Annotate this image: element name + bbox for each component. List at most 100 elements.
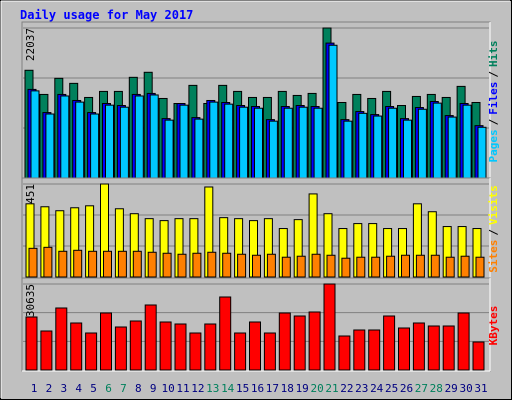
legend-entry: Pages	[487, 129, 500, 162]
bar	[427, 325, 440, 371]
bar	[75, 101, 85, 179]
x-tick-label: 8	[135, 382, 142, 395]
bar	[341, 257, 351, 278]
legend-entry: Files	[487, 82, 500, 115]
bar	[117, 250, 127, 278]
bar	[447, 116, 457, 179]
bar	[430, 254, 440, 278]
x-tick-label: 24	[370, 382, 384, 395]
x-tick-label: 4	[75, 382, 82, 395]
x-tick-label: 11	[176, 382, 189, 395]
bar	[308, 311, 321, 371]
chart-title: Daily usage for May 2017	[20, 8, 193, 22]
bar	[278, 312, 291, 371]
bar	[472, 341, 485, 371]
bar	[432, 102, 442, 179]
bar	[60, 95, 70, 179]
x-tick-label: 16	[251, 382, 264, 395]
bar	[174, 323, 187, 371]
bar	[457, 312, 470, 371]
legend-separator: /	[487, 118, 500, 125]
bar	[268, 120, 278, 179]
bar	[281, 256, 291, 278]
bar	[266, 253, 276, 278]
bar	[298, 106, 308, 179]
bar	[179, 104, 189, 179]
bar	[283, 107, 293, 179]
bar	[252, 254, 261, 278]
bar	[254, 107, 263, 179]
legend: Sites / Visits	[487, 185, 500, 273]
bar	[371, 256, 381, 278]
y-tick-label: 22037	[24, 28, 37, 61]
x-tick-label: 13	[206, 382, 219, 395]
x-tick-label: 12	[191, 382, 204, 395]
bar	[462, 104, 472, 179]
x-tick-label: 1	[31, 382, 38, 395]
y-tick-label: 330635	[24, 284, 37, 324]
x-tick-label: 9	[150, 382, 157, 395]
bar	[415, 254, 425, 278]
bar	[58, 250, 68, 278]
bar	[162, 252, 172, 278]
legend-separator: /	[487, 229, 500, 236]
bar	[30, 90, 40, 179]
x-tick-label: 29	[445, 382, 458, 395]
bar	[149, 94, 159, 179]
x-tick-label: 14	[221, 382, 235, 395]
bar	[55, 307, 68, 371]
bar	[25, 316, 38, 371]
bar	[147, 251, 157, 278]
x-tick-label: 6	[105, 382, 112, 395]
bar	[368, 329, 381, 371]
bar	[323, 283, 336, 371]
bar	[460, 255, 470, 278]
x-tick-label: 31	[474, 382, 487, 395]
bar	[189, 332, 202, 371]
bar	[159, 321, 172, 371]
bar	[105, 104, 114, 179]
bar	[326, 254, 336, 278]
bar	[373, 115, 383, 179]
bar	[237, 253, 247, 278]
bar	[209, 101, 219, 179]
bar	[239, 106, 249, 179]
x-tick-label: 22	[340, 382, 353, 395]
bar	[204, 323, 217, 371]
bar	[164, 119, 174, 179]
x-tick-label: 26	[400, 382, 413, 395]
bar	[90, 113, 100, 179]
x-tick-label: 30	[459, 382, 472, 395]
bar	[88, 250, 98, 278]
bar	[388, 107, 398, 179]
bar	[192, 252, 202, 278]
bar	[383, 315, 396, 371]
bar	[398, 327, 410, 371]
bar	[224, 103, 234, 179]
bar	[100, 312, 112, 371]
bar	[358, 112, 368, 179]
bar	[177, 253, 187, 278]
legend-entry: Sites	[487, 240, 500, 273]
x-tick-label: 7	[120, 382, 127, 395]
bar	[45, 113, 55, 179]
x-tick-label: 20	[310, 382, 323, 395]
bar	[219, 296, 232, 371]
bar	[194, 118, 204, 179]
bar	[296, 255, 306, 278]
bar	[353, 329, 366, 371]
bar	[132, 250, 142, 278]
bar	[103, 250, 112, 278]
bar	[328, 44, 338, 179]
bar	[144, 304, 157, 371]
bar	[249, 321, 261, 371]
x-tick-label: 15	[236, 382, 249, 395]
bar	[28, 247, 38, 278]
bar	[85, 332, 98, 371]
x-tick-label: 18	[281, 382, 294, 395]
x-tick-label: 21	[325, 382, 338, 395]
legend-entry: KBytes	[487, 306, 500, 346]
bar	[114, 326, 127, 371]
x-tick-label: 2	[46, 382, 53, 395]
